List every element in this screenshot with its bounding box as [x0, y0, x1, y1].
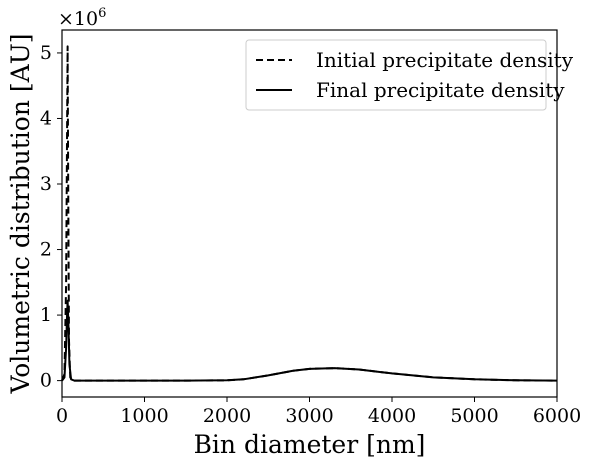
legend: Initial precipitate density Final precip…	[245, 39, 574, 111]
x-tick-label: 0	[56, 405, 68, 427]
legend-label-initial: Initial precipitate density	[316, 48, 574, 72]
series-line-1	[61, 299, 558, 382]
y-tick-label: 4	[40, 107, 52, 129]
series-layer	[61, 45, 558, 382]
x-tick-label: 3000	[285, 405, 333, 427]
y-tick-label: 5	[40, 42, 52, 64]
y-offset-base: ×10	[58, 8, 98, 30]
x-tick-label: 2000	[203, 405, 251, 427]
x-tick-label: 1000	[120, 405, 168, 427]
x-tick-label: 4000	[368, 405, 416, 427]
legend-box	[245, 39, 547, 111]
y-tick-label: 1	[40, 304, 52, 326]
y-tick-label: 2	[40, 239, 52, 261]
x-tick-label: 5000	[450, 405, 498, 427]
y-axis-label: Volumetric distribution [AU]	[6, 33, 35, 394]
y-offset-label: ×106	[58, 6, 106, 30]
y-axis-ticks: 0 1 2 3 4 5	[40, 42, 62, 392]
y-offset-exponent: 6	[98, 6, 106, 21]
x-tick-label: 6000	[533, 405, 581, 427]
x-axis-ticks: 0 1000 2000 3000 4000 5000 6000	[56, 397, 581, 427]
x-axis-label: Bin diameter [nm]	[194, 430, 426, 459]
y-tick-label: 3	[40, 173, 52, 195]
legend-label-final: Final precipitate density	[316, 78, 565, 102]
y-tick-label: 0	[40, 370, 52, 392]
